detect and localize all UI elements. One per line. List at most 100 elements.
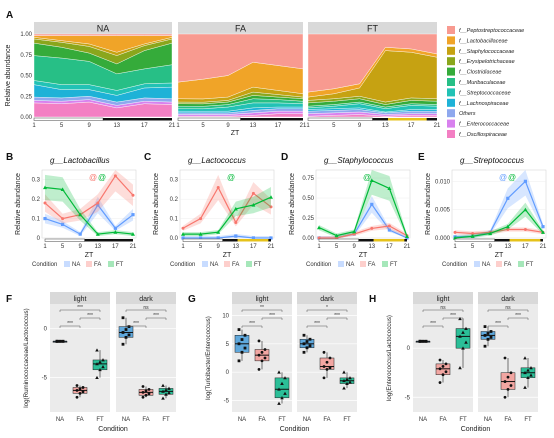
panel-c-ytick: 0.2 <box>170 197 179 203</box>
point-G-dark-FA <box>325 367 329 371</box>
point-H-light-FA <box>441 364 445 368</box>
point-F-light-FT <box>98 360 102 364</box>
point-F-dark-FT <box>161 383 165 387</box>
facet-strip-label-G-light: light <box>256 296 269 303</box>
point-G-dark-FT <box>342 370 346 374</box>
point-G-dark-NA <box>302 342 306 346</box>
panel-d-xtick: 17 <box>386 244 393 250</box>
point-H-dark-NA <box>489 335 493 339</box>
point-H-dark-FT <box>526 368 530 372</box>
ribbon-E-NA <box>455 170 543 238</box>
panel-b-legend-title: Condition <box>32 262 57 268</box>
point-D-FT <box>352 229 357 234</box>
line-B-FA <box>44 174 134 220</box>
panel-b-xtick: 5 <box>61 244 65 250</box>
legend-label-D-FA: FA <box>368 262 375 268</box>
panel-b-xlabel: ZT <box>85 252 94 259</box>
panel-h-ytick: -5 <box>405 395 411 401</box>
point-H-light-FT <box>458 316 462 321</box>
point-C-FT <box>251 202 256 207</box>
point-H-light-FA <box>441 373 445 377</box>
panel-c-xtick: 13 <box>232 244 239 250</box>
point-C-NA <box>216 236 220 240</box>
point-B-FA <box>113 174 117 178</box>
panel-a-xtick: 9 <box>226 123 230 129</box>
point-F-light-FT <box>95 375 99 380</box>
panel-label-d: D <box>281 152 288 163</box>
panel-a-ylabel: Relative abundance <box>5 44 12 106</box>
panel-g-xtick: FT <box>343 417 351 423</box>
sig-bracket-H-dark <box>507 317 529 320</box>
sig-bracket-H-dark <box>487 309 529 312</box>
panel-d-xtick: 5 <box>335 244 339 250</box>
box-G-light-FT <box>274 377 290 399</box>
sig-bracket-G-dark <box>306 309 348 312</box>
panel-f-xtick: FT <box>96 417 104 423</box>
panel-b-ytick: 0.2 <box>32 197 41 203</box>
sig-label-F-dark: *** <box>133 321 139 327</box>
point-E-FT <box>488 231 493 236</box>
panel-c-ylabel: Relative abundance <box>153 173 160 235</box>
point-G-light-FA <box>263 348 267 351</box>
sig-label-G-dark: *** <box>314 321 320 327</box>
panel-c-xtick: 5 <box>199 244 203 250</box>
point-B-NA <box>61 222 65 226</box>
point-F-dark-FT <box>161 396 165 400</box>
panel-a-xtick: 21 <box>434 123 441 129</box>
panel-a-ytick: 0.00 <box>20 115 32 121</box>
point-H-light-FA <box>444 362 448 366</box>
sig-bracket-F-light <box>79 317 101 320</box>
panel-d-title: g__Staphylococcus <box>324 156 393 165</box>
sig-label-F-light: *** <box>67 321 73 327</box>
sig-label-F-dark: *** <box>153 313 159 319</box>
point-G-dark-FA <box>328 356 332 360</box>
facet-strip-label-H-light: light <box>437 296 450 303</box>
legend-key-C-NA <box>202 261 208 267</box>
point-G-dark-FT <box>348 376 352 380</box>
point-F-dark-NA <box>127 325 131 328</box>
point-C-FA <box>181 226 185 230</box>
point-H-light-FT <box>461 330 465 334</box>
legend-label-C-NA: NA <box>210 262 218 268</box>
sig-bracket-G-dark <box>326 317 348 320</box>
legend-label-D-FT: FT <box>390 262 398 268</box>
point-G-dark-FT <box>342 378 346 383</box>
point-G-light-NA <box>240 350 244 354</box>
legend-key-C-FA <box>224 261 230 267</box>
legend-key-D-FT <box>382 261 388 267</box>
line-C-FT <box>183 196 272 235</box>
panel-a-xtick: 13 <box>113 123 120 129</box>
panel-h-xtick: NA <box>484 417 492 423</box>
point-G-light-FA <box>260 359 264 363</box>
panel-d-xtick: 1 <box>317 244 321 250</box>
point-H-dark-FT <box>523 370 527 375</box>
panel-e-xtick: 1 <box>453 244 457 250</box>
line-E-FA <box>454 228 544 235</box>
sig-label-H-light: *** <box>450 313 456 319</box>
line-D-FA <box>319 225 408 239</box>
point-B-FT <box>95 232 100 236</box>
legend-key-B-FA <box>86 261 92 267</box>
panel-b-title: g__Lactobacillus <box>50 156 110 165</box>
panel-d-ytick: 0.25 <box>302 216 314 222</box>
sig-bracket-G-light <box>261 317 283 320</box>
legend-key-D-FA <box>360 261 366 267</box>
facet-strip-F-dark <box>116 292 176 304</box>
point-G-light-FA <box>263 356 267 360</box>
point-F-dark-FA <box>141 385 145 388</box>
point-F-dark-FA <box>141 395 145 399</box>
panel-a-xtick: 21 <box>300 123 307 129</box>
panel-label-f: F <box>6 294 12 305</box>
panel-f-xtick: NA <box>56 417 64 423</box>
ribbon-C-FT <box>183 187 271 237</box>
point-F-light-FA <box>81 390 85 394</box>
panel-c-legend-title: Condition <box>170 262 195 268</box>
dark-bar-B <box>84 239 133 242</box>
panel-e-legend-title: Condition <box>442 262 467 268</box>
point-C-NA <box>181 236 185 240</box>
panel-label-b: B <box>6 152 13 163</box>
panel-h-xlabel: Condition <box>461 426 491 433</box>
panel-h-xtick: FA <box>439 417 446 423</box>
point-H-dark-FT <box>523 356 527 360</box>
